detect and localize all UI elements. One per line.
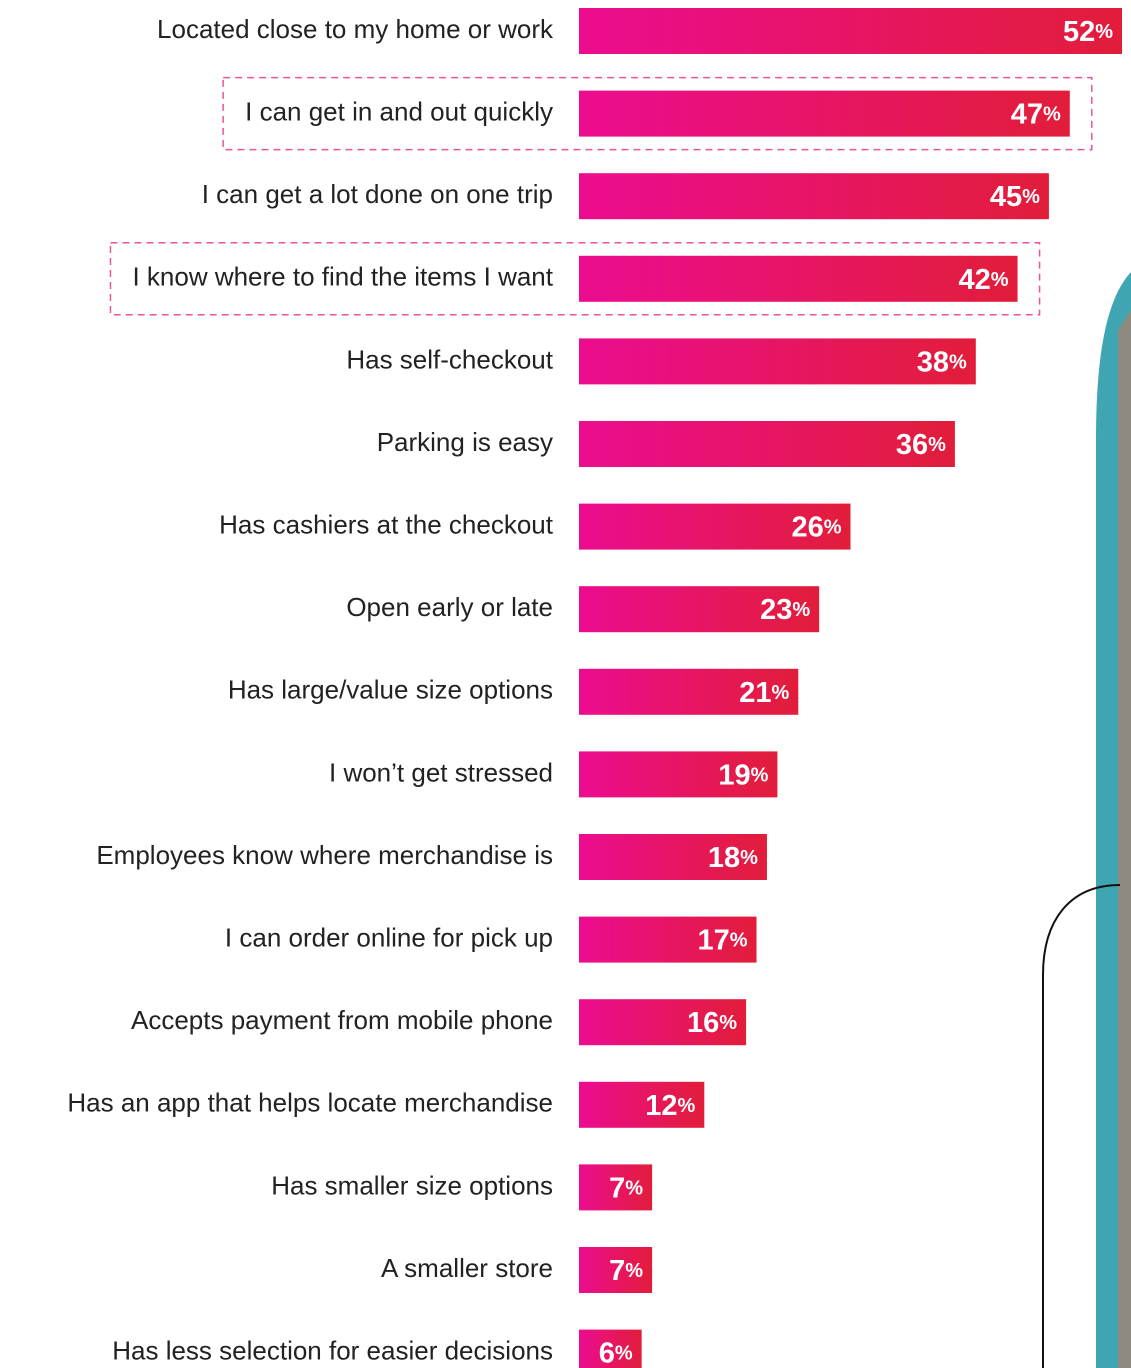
value-label: 19% [718,759,768,791]
category-label: A smaller store [381,1253,553,1283]
category-label: Accepts payment from mobile phone [131,1005,553,1035]
value-label: 45% [990,181,1040,213]
category-label: Has self-checkout [346,344,553,374]
value-label: 6% [599,1337,633,1368]
category-label: Has large/value size options [228,675,553,705]
category-label: I can get a lot done on one trip [202,179,553,209]
category-label: Has smaller size options [271,1170,553,1200]
bar [579,751,778,798]
value-label: 42% [959,263,1009,295]
category-label: I can get in and out quickly [245,96,553,126]
value-label: 7% [609,1255,643,1287]
category-label: Located close to my home or work [157,14,554,44]
bar [579,8,1122,54]
category-label: Has less selection for easier decisions [112,1335,553,1365]
category-label: Parking is easy [377,427,553,457]
category-label: Employees know where merchandise is [96,840,553,870]
value-label: 23% [760,594,810,626]
bar [579,503,851,550]
bar [579,338,976,385]
bar [579,90,1070,137]
value-label: 12% [645,1089,695,1121]
category-label: Has an app that helps locate merchandise [67,1088,553,1118]
value-label: 38% [917,346,967,378]
highlight-box [222,76,1093,151]
decor-photo [1118,310,1131,1368]
bar [579,1081,705,1128]
bar [579,255,1018,302]
bar [579,586,820,633]
bar [579,834,767,880]
bar [579,916,757,963]
value-label: 18% [708,842,758,874]
value-label: 17% [697,924,747,956]
bar [579,999,747,1046]
value-label: 52% [1063,16,1113,48]
category-label: Open early or late [346,592,553,622]
bar [579,668,799,715]
bar [579,1247,653,1293]
value-label: 47% [1011,98,1061,130]
bar [579,173,1049,220]
value-label: 16% [687,1007,737,1039]
value-label: 26% [791,511,841,543]
highlight-box [109,242,1041,316]
decor-line [1042,884,1121,1368]
category-label: Has cashiers at the checkout [219,509,554,539]
value-label: 7% [609,1172,643,1204]
category-label: I know where to find the items I want [132,262,553,292]
value-label: 21% [739,676,789,708]
bar [579,421,955,467]
value-label: 36% [896,429,946,461]
bar [579,1329,642,1368]
category-label: I can order online for pick up [225,922,553,952]
bar [579,1164,653,1211]
category-label: I won’t get stressed [329,757,553,787]
